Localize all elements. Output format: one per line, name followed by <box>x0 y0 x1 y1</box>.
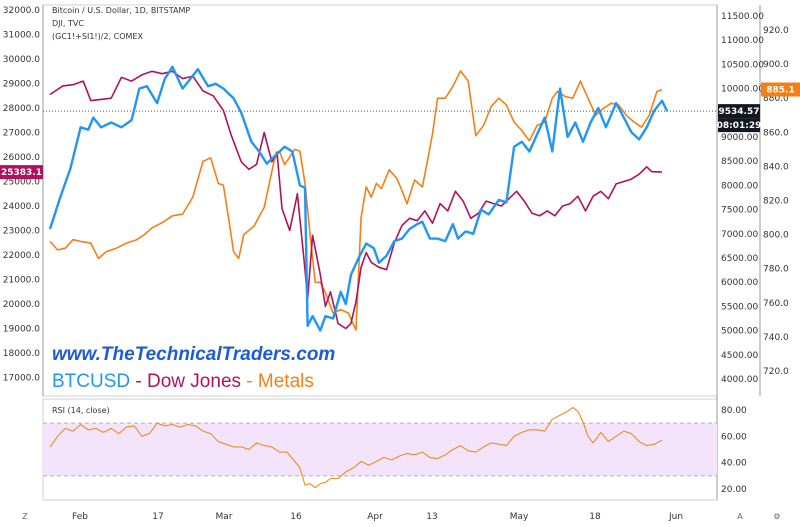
btc-series-line <box>48 65 669 332</box>
metals-tick-label: 780.0 <box>763 265 789 275</box>
metals-tick-label: 800.0 <box>763 231 789 241</box>
x-tick-label: 17 <box>152 512 163 522</box>
metals-tick-label: 740.0 <box>763 333 789 343</box>
dow-tick-label: 22000.0 <box>3 251 40 261</box>
metals-tick-label: 860.0 <box>763 128 789 138</box>
legend-sep-2: - <box>241 371 258 392</box>
btc-tick-label: 5000.00 <box>721 327 758 337</box>
zoom-out-button[interactable]: Z <box>22 512 28 521</box>
rsi-band <box>43 423 717 476</box>
x-tick-label: May <box>510 512 529 522</box>
btc-last-tag-bg <box>718 104 760 119</box>
btc-tick-label: 8000.00 <box>721 181 758 191</box>
dow-last-tag-bg <box>0 165 43 180</box>
legend-btcusd: BTCUSD <box>52 371 131 392</box>
btc-tick-label: 8500.00 <box>721 157 758 167</box>
metals-tick-label: 920.0 <box>763 26 789 36</box>
metals-tick-label: 820.0 <box>763 197 789 207</box>
legend-dow-jones: Dow Jones <box>147 371 242 392</box>
main-pane <box>42 4 718 397</box>
x-tick-label: 16 <box>290 512 302 522</box>
dow-tick-label: 24000.0 <box>3 202 40 212</box>
rsi-tick-label: 20.00 <box>721 485 747 495</box>
metals-tick-label: 760.0 <box>763 299 789 309</box>
watermark-url: www.TheTechnicalTraders.com <box>52 344 336 365</box>
dow-tick-label: 28000.0 <box>3 104 40 114</box>
dow-tick-label: 21000.0 <box>3 276 40 286</box>
rsi-tick-label: 80.00 <box>721 406 747 416</box>
auto-scale-button[interactable]: A <box>737 512 743 521</box>
chart-title: Bitcoin / U.S. Dollar, 1D, BITSTAMP <box>52 6 191 15</box>
btc-tick-label: 7500.00 <box>721 206 758 216</box>
metals-tick-label: 720.0 <box>763 367 789 377</box>
btc-time-tag: 08:01:29 <box>717 121 762 131</box>
legend-sep-1: - <box>130 371 148 392</box>
x-tick-label: Mar <box>216 512 233 522</box>
x-tick-label: 13 <box>426 512 437 522</box>
x-tick-label: Jun <box>668 512 683 522</box>
dow-tick-label: 19000.0 <box>3 325 40 335</box>
metals-series-line <box>49 70 663 331</box>
btc-tick-label: 6000.00 <box>721 278 758 288</box>
dow-tick-label: 26000.0 <box>3 153 40 163</box>
btc-tick-label: 4500.00 <box>721 351 758 361</box>
metals-tick-label: 880.0 <box>763 94 789 104</box>
dow-tick-label: 32000.0 <box>3 6 40 16</box>
dow-tick-label: 29000.0 <box>3 80 40 90</box>
metals-last-tag-bg <box>761 82 800 97</box>
btc-tick-label: 11500.00 <box>721 12 764 22</box>
dow-tick-label: 17000.0 <box>3 374 40 384</box>
btc-tick-label: 4000.00 <box>721 375 758 385</box>
btc-tick-label: 10500.00 <box>721 60 764 70</box>
btc-tick-label: 10000.00 <box>721 85 764 95</box>
gear-icon[interactable]: ⚙ <box>773 512 781 521</box>
dow-series-line <box>49 70 663 330</box>
legend-metals-formula: (GC1!+SI1!)/2, COMEX <box>52 32 143 41</box>
dow-tick-label: 20000.0 <box>3 300 40 310</box>
metals-tick-label: 840.0 <box>763 162 789 172</box>
legend-dji: DJI, TVC <box>52 19 84 28</box>
btc-tick-label: 9000.00 <box>721 133 758 143</box>
dow-tick-label: 27000.0 <box>3 129 40 139</box>
btc-time-tag-bg <box>718 118 760 133</box>
dow-last-tag: 25383.1 <box>1 168 42 178</box>
btc-tick-label: 6500.00 <box>721 254 758 264</box>
metals-last-tag: 885.1 <box>766 86 794 96</box>
rsi-tick-label: 60.00 <box>721 432 747 442</box>
dow-tick-label: 31000.0 <box>3 31 40 41</box>
metals-tick-label: 900.0 <box>763 60 789 70</box>
x-tick-label: Apr <box>367 512 383 522</box>
dow-tick-label: 18000.0 <box>3 349 40 359</box>
legend-metals: Metals <box>257 371 314 392</box>
btc-tick-label: 7000.00 <box>721 230 758 240</box>
series-legend: BTCUSD - Dow Jones - Metals <box>52 371 314 393</box>
rsi-label: RSI (14, close) <box>52 406 110 415</box>
x-tick-label: 18 <box>589 512 601 522</box>
dow-tick-label: 23000.0 <box>3 227 40 237</box>
btc-last-tag: 9534.57 <box>719 107 760 117</box>
dow-tick-label: 25000.0 <box>3 178 40 188</box>
btc-tick-label: 11000.00 <box>721 36 764 46</box>
btc-tick-label: 5500.00 <box>721 302 758 312</box>
rsi-tick-label: 40.00 <box>721 459 747 469</box>
dow-tick-label: 30000.0 <box>3 55 40 65</box>
x-tick-label: Feb <box>72 512 88 522</box>
rsi-series-line <box>49 406 663 489</box>
